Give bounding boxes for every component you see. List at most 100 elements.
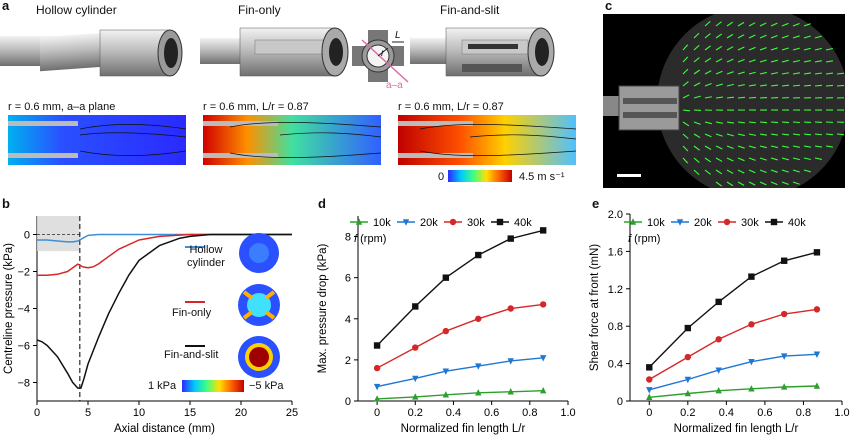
velocity-arrow bbox=[682, 81, 689, 87]
panel-a-label: a bbox=[2, 0, 10, 13]
x-tick-label: 0 bbox=[374, 407, 380, 419]
velocity-arrow bbox=[759, 157, 767, 161]
x-axis-label: Normalized fin length L/r bbox=[674, 423, 799, 435]
data-point-20k bbox=[539, 355, 547, 362]
y-tick-label: 0.4 bbox=[608, 359, 623, 371]
data-point-10k bbox=[715, 387, 722, 394]
data-point-40k bbox=[373, 342, 381, 349]
panel-e-label: e bbox=[592, 196, 600, 211]
y-tick-label: 1.6 bbox=[608, 246, 623, 258]
velocity-arrow bbox=[682, 44, 689, 51]
data-point-30k bbox=[442, 327, 450, 335]
velocity-arrow bbox=[836, 133, 845, 136]
data-point-40k bbox=[813, 249, 821, 256]
velocity-arrow bbox=[726, 21, 734, 27]
velocity-arrow bbox=[715, 96, 724, 99]
velocity-arrow bbox=[715, 21, 722, 27]
velocity-arrow bbox=[737, 21, 745, 27]
x-axis-label: Axial distance (mm) bbox=[114, 423, 215, 435]
velocity-arrow bbox=[792, 157, 800, 161]
data-point-10k bbox=[780, 383, 788, 390]
velocity-arrow bbox=[803, 23, 811, 27]
data-point-20k bbox=[813, 351, 821, 358]
velocity-arrow bbox=[814, 157, 822, 160]
y-tick-label: −8 bbox=[17, 378, 30, 390]
y-tick-label: 8 bbox=[345, 232, 351, 244]
velocity-arrow bbox=[693, 133, 701, 139]
chart-b: 0 5 10 15 20 25 0 −2 −4 −6 −8 Axial distance (mm) Ce… bbox=[3, 216, 298, 435]
x-tick-label: 20 bbox=[235, 407, 247, 419]
y-tick-label: −2 bbox=[17, 267, 30, 279]
velocity-arrow bbox=[792, 59, 800, 63]
velocity-arrow bbox=[759, 34, 767, 39]
x-tick-label: 15 bbox=[184, 407, 196, 419]
legend-label-30k: 30k bbox=[741, 217, 759, 229]
legend-label-40k: 40k bbox=[788, 217, 806, 229]
device-region-shade bbox=[37, 216, 80, 252]
section-aa-label: a–a bbox=[386, 80, 403, 91]
velocity-arrow bbox=[715, 157, 723, 162]
velocity-arrow bbox=[792, 169, 800, 173]
cross-section-diagram bbox=[352, 30, 409, 83]
velocity-arrow bbox=[693, 145, 700, 151]
velocity-arrow bbox=[781, 35, 789, 39]
legend-label-40k: 40k bbox=[514, 217, 532, 229]
data-point-10k bbox=[442, 391, 450, 398]
data-point-40k bbox=[715, 298, 722, 306]
velocity-arrow bbox=[748, 157, 756, 161]
velocity-arrow bbox=[682, 157, 689, 164]
velocity-arrow bbox=[803, 84, 812, 87]
legend-marker-30k bbox=[449, 218, 457, 226]
velocity-arrow bbox=[704, 33, 711, 39]
velocity-arrow bbox=[726, 181, 734, 187]
data-point-20k bbox=[684, 376, 692, 384]
velocity-arrow bbox=[825, 72, 834, 75]
x-tick-label: 0.6 bbox=[484, 407, 499, 419]
velocity-arrow bbox=[693, 169, 700, 176]
panel-c-label: c bbox=[605, 0, 613, 13]
velocity-arrow bbox=[825, 145, 834, 148]
velocity-arrow bbox=[748, 84, 756, 87]
panel-d-label: d bbox=[318, 196, 326, 211]
velocity-arrow bbox=[737, 157, 745, 162]
y-axis-label: Centreline pressure (kPa) bbox=[3, 243, 15, 374]
velocity-arrow bbox=[803, 47, 811, 51]
data-point-30k bbox=[412, 344, 419, 351]
velocity-arrow bbox=[682, 145, 689, 152]
scale-bar bbox=[617, 174, 641, 177]
velocity-arrow bbox=[792, 35, 800, 39]
series-line-hollow-cylinder bbox=[37, 233, 292, 243]
velocity-arrow bbox=[759, 121, 768, 124]
velocity-arrow bbox=[715, 169, 723, 175]
velocity-arrow bbox=[737, 181, 745, 186]
velocity-arrow bbox=[803, 60, 811, 63]
series-line-40k bbox=[376, 229, 544, 346]
data-point-10k bbox=[748, 385, 755, 392]
legend-marker-10k bbox=[355, 218, 363, 225]
data-point-10k bbox=[646, 393, 653, 400]
velocity-arrow bbox=[759, 181, 767, 186]
velocity-arrow bbox=[715, 145, 723, 150]
velocity-arrow bbox=[781, 157, 789, 161]
data-point-30k bbox=[780, 310, 788, 318]
velocity-arrow bbox=[814, 145, 822, 148]
legend-label-10k: 10k bbox=[373, 217, 391, 229]
velocity-arrow bbox=[737, 58, 745, 63]
data-point-20k bbox=[646, 387, 653, 394]
series-line-20k bbox=[649, 353, 817, 391]
velocity-arrow bbox=[704, 145, 712, 150]
velocity-arrow bbox=[792, 47, 800, 51]
caption-hollow: r = 0.6 mm, a–a plane bbox=[8, 101, 116, 113]
velocity-arrow bbox=[726, 121, 735, 124]
colorbar-a-max: 4.5 m s⁻¹ bbox=[519, 171, 565, 183]
velocity-arrow bbox=[715, 58, 723, 63]
velocity-arrow bbox=[704, 133, 712, 138]
fin-only-render bbox=[200, 27, 349, 77]
velocity-arrow bbox=[748, 46, 756, 51]
velocity-arrow bbox=[825, 60, 833, 63]
velocity-arrow bbox=[737, 96, 746, 99]
x-tick-label: 1.0 bbox=[834, 407, 849, 419]
velocity-arrow bbox=[682, 121, 690, 127]
velocity-arrow bbox=[704, 70, 712, 75]
velocity-arrow bbox=[781, 22, 789, 27]
